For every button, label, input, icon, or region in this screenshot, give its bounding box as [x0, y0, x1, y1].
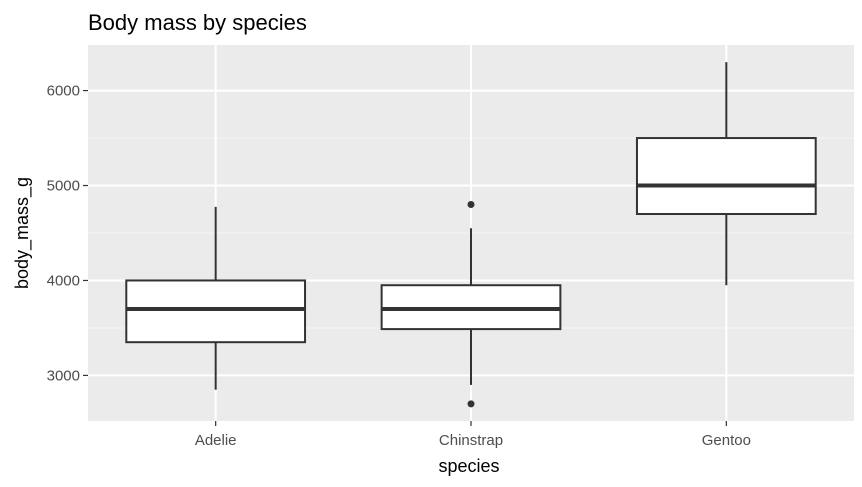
x-tick-label: Chinstrap — [439, 432, 503, 449]
box-chinstrap — [380, 201, 562, 408]
y-tick-label: 3000 — [47, 367, 80, 384]
box-gentoo — [635, 62, 817, 286]
box-adelie — [125, 206, 307, 390]
outlier-point — [467, 201, 475, 209]
box-iqr — [635, 137, 817, 216]
box-series — [125, 62, 817, 408]
box-iqr — [125, 279, 307, 344]
x-axis-title: species — [438, 456, 499, 476]
x-tick-label: Gentoo — [702, 432, 751, 449]
y-tick-label: 5000 — [47, 178, 80, 195]
x-axis: Adelie Chinstrap Gentoo — [195, 421, 751, 449]
y-tick-label: 4000 — [47, 272, 80, 289]
y-tick-label: 6000 — [47, 83, 80, 100]
outlier-point — [467, 400, 475, 408]
chart-title: Body mass by species — [88, 10, 307, 35]
x-tick-label: Adelie — [195, 432, 237, 449]
y-axis: 3000 4000 5000 6000 — [47, 83, 88, 384]
y-axis-title: body_mass_g — [12, 177, 33, 289]
